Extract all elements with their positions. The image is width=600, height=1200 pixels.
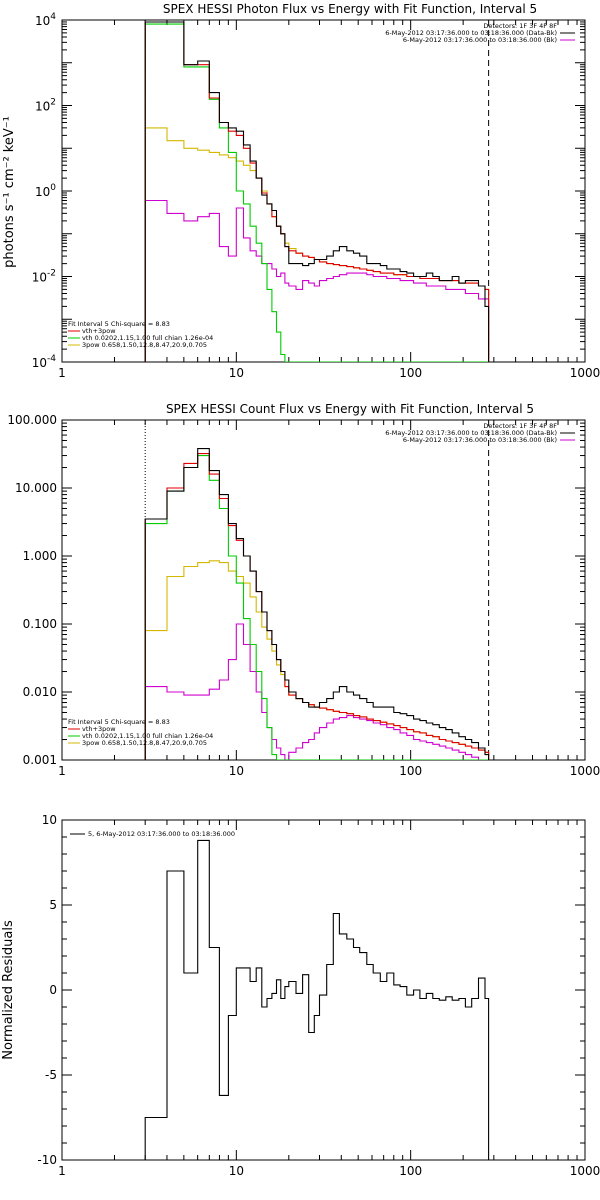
y-tick-label: -10: [37, 1153, 57, 1167]
legend-lower-text: 3pow 0.658,1.50,12.8,8.47,20.9,0.705: [82, 341, 207, 349]
y-tick-label: 102: [35, 98, 56, 114]
x-tick-label: 1: [58, 764, 66, 778]
legend-upper-text: 6-May-2012 03:17:36.000 to 03:18:36.000 …: [403, 436, 557, 444]
y-tick-label: 10-4: [32, 354, 57, 370]
series-group: [144, 448, 490, 760]
legend-lower-text: vth+3pow: [82, 725, 116, 733]
axes-frame: [61, 419, 586, 761]
photon-flux-panel: SPEX HESSI Photon Flux vs Energy with Fi…: [2, 2, 600, 380]
y-tick-exponent: 0: [50, 183, 56, 193]
y-tick-label: -5: [45, 1068, 57, 1082]
count-flux-title: SPEX HESSI Count Flux vs Energy with Fit…: [166, 402, 534, 416]
series-line-bk: [144, 623, 489, 760]
legend-lower-text: 3pow 0.658,1.50,12.8,8.47,20.9,0.705: [82, 739, 207, 747]
x-tick-label: 1: [58, 1164, 66, 1178]
y-tick-label: 5: [49, 898, 57, 912]
x-tick-label: 100: [399, 1164, 422, 1178]
residuals-ylabel: Normalized Residuals: [1, 920, 16, 1060]
y-tick-label: 100: [35, 183, 56, 199]
series-line-5-6-may-2012-03-17-36-000-to-03-18-36-000: [144, 839, 490, 1160]
count-flux-panel: SPEX HESSI Count Flux vs Energy with Fit…: [7, 402, 600, 778]
y-tick-base: 10: [35, 14, 50, 28]
y-tick-base: 10: [32, 356, 47, 370]
series-group: [144, 21, 490, 362]
y-tick-label: 0.100: [23, 617, 57, 631]
legend-upper-text: 6-May-2012 03:17:36.000 to 03:18:36.000 …: [385, 29, 557, 37]
legend-upper-text: Detectors: 1F 3F 4F 8F: [483, 22, 557, 30]
legend-upper-text: 6-May-2012 03:17:36.000 to 03:18:36.000 …: [385, 429, 557, 437]
photon-flux-ylabel-text: photons s⁻¹ cm⁻² keV⁻¹: [2, 116, 17, 268]
y-tick-exponent: -4: [47, 354, 56, 364]
y-tick-base: 10: [35, 185, 50, 199]
series-group: [144, 839, 490, 1160]
axes-frame: [61, 819, 586, 1161]
axes-frame: [61, 19, 586, 363]
y-tick-label: 10.000: [15, 481, 57, 495]
legend-lower-text: vth 0.0202,1.15,1.00 full chian 1.26e-04: [82, 334, 213, 342]
y-tick-label: 10: [42, 813, 57, 827]
count-flux-plot: 1 10 100 1000 0.001 0.010 0.100 1.000 10.000 100.…: [7, 413, 600, 778]
y-tick-exponent: 2: [50, 98, 56, 108]
legend-upper-text: 6-May-2012 03:17:36.000 to 03:18:36.000 …: [403, 36, 557, 44]
legend-lower-text: vth+3pow: [82, 327, 116, 335]
series-line-vth: [144, 455, 489, 760]
photon-flux-ylabel: photons s⁻¹ cm⁻² keV⁻¹: [2, 116, 17, 268]
legend-lower-text: vth 0.0202,1.15,1.00 full chian 1.26e-04: [82, 732, 213, 740]
residuals-plot: 1 10 100 1000 -10 -5 0 5 10 5, 6-May-2012 03:17:3…: [37, 813, 600, 1178]
series-line-vth-3pow: [144, 21, 490, 362]
y-tick-label: 0: [49, 983, 57, 997]
legend-residuals-text: 5, 6-May-2012 03:17:36.000 to 03:18:36.0…: [88, 830, 235, 838]
x-tick-label: 1000: [570, 764, 600, 778]
series-line-vth: [144, 23, 489, 362]
x-tick-label: 10: [229, 1164, 244, 1178]
x-tick-label: 10: [229, 366, 244, 380]
x-tick-label: 100: [399, 366, 422, 380]
legend-lower-text: Fit Interval 5 Chi-square = 8.83: [68, 718, 170, 726]
photon-flux-title: SPEX HESSI Photon Flux vs Energy with Fi…: [163, 2, 537, 16]
y-tick-base: 10: [32, 271, 47, 285]
y-tick-label: 0.001: [23, 753, 57, 767]
legend-upper-text: Detectors: 1F 3F 4F 8F: [483, 422, 557, 430]
series-line-data-bk: [144, 21, 490, 362]
series-line-bk: [144, 199, 490, 362]
y-tick-label: 104: [35, 12, 56, 28]
series-line-3pow: [144, 127, 490, 362]
series-line-vth-3pow: [144, 453, 490, 760]
legend-lower-text: Fit Interval 5 Chi-square = 8.83: [68, 320, 170, 328]
y-tick-label: 10-2: [32, 269, 56, 285]
x-tick-label: 1000: [570, 366, 600, 380]
y-tick-label: 1.000: [23, 549, 57, 563]
series-line-3pow: [144, 560, 490, 760]
series-line-data-bk: [144, 448, 490, 760]
y-tick-base: 10: [35, 100, 50, 114]
y-tick-label: 100.000: [7, 413, 57, 427]
x-tick-label: 10: [229, 764, 244, 778]
y-tick-exponent: -2: [47, 269, 56, 279]
x-tick-label: 1: [58, 366, 66, 380]
x-tick-label: 100: [399, 764, 422, 778]
residuals-panel: Normalized Residuals 1 10 100 1000 -10 -5 0 5 10…: [1, 813, 600, 1178]
y-tick-label: 0.010: [23, 685, 57, 699]
x-tick-label: 1000: [570, 1164, 600, 1178]
y-tick-exponent: 4: [50, 12, 56, 22]
